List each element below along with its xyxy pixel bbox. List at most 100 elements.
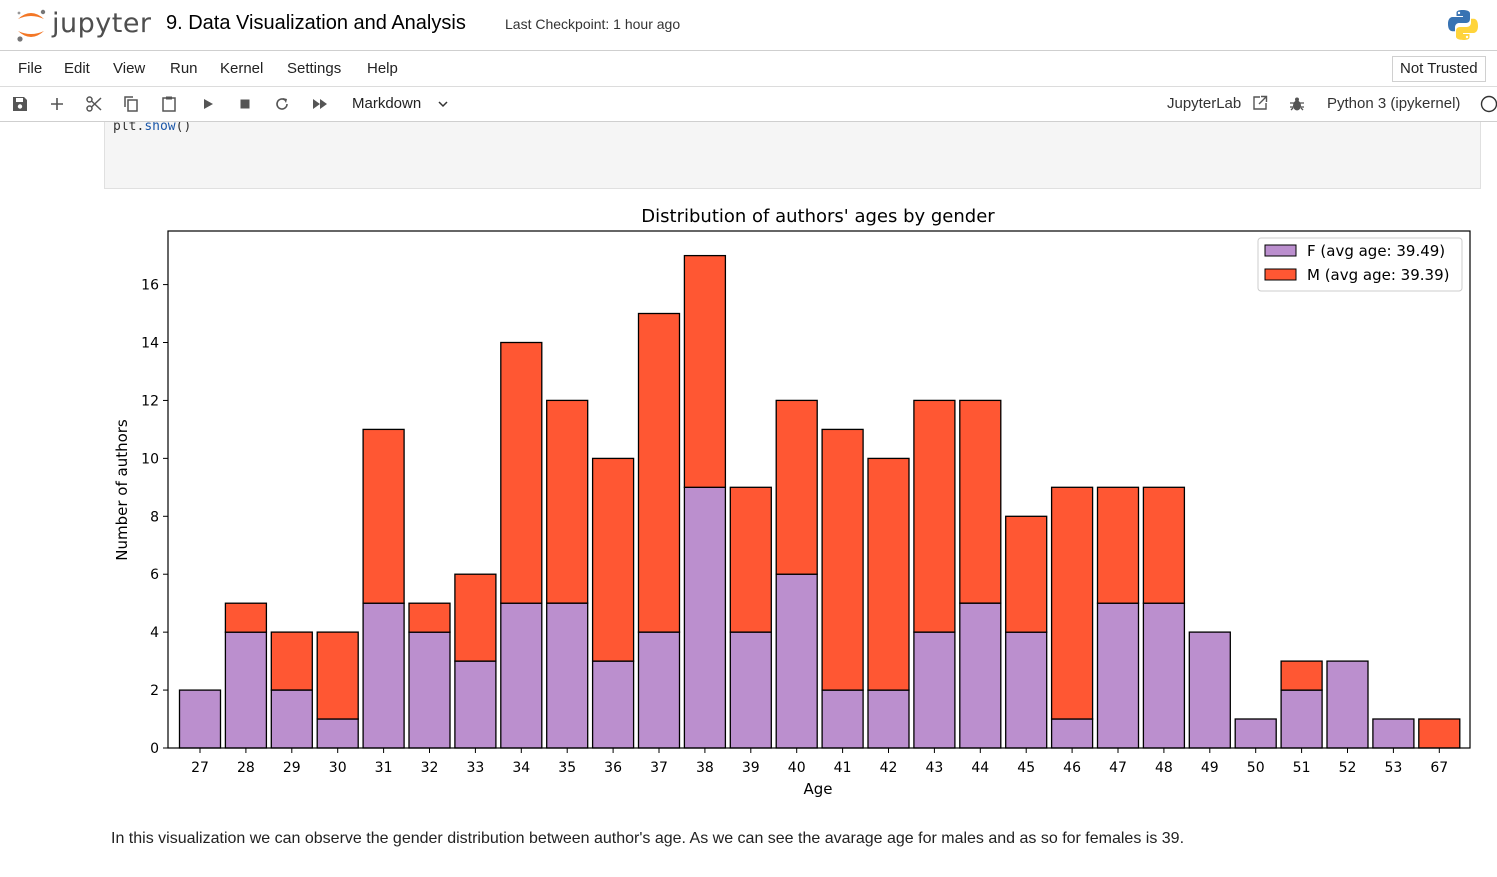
bar-m-age-44 xyxy=(959,399,1002,604)
x-tick-label: 35 xyxy=(558,760,576,776)
bar-m-age-38 xyxy=(683,254,727,488)
bar-m-age-30 xyxy=(316,631,359,720)
x-tick-label: 32 xyxy=(421,760,439,776)
bar-m-age-42 xyxy=(867,457,910,691)
y-tick-label: 14 xyxy=(141,336,159,352)
menu-settings[interactable]: Settings xyxy=(287,60,342,77)
bar-f-age-51 xyxy=(1280,689,1323,749)
y-axis: 0 2 4 6 8 10 12 14 16 xyxy=(141,278,168,757)
jupyter-logo-text: jupyter xyxy=(52,8,152,39)
cut-icon[interactable] xyxy=(85,95,103,113)
add-cell-icon[interactable] xyxy=(48,95,66,113)
legend-swatch-m xyxy=(1264,268,1297,281)
notebook-toolbar: Markdown JupyterLab Python 3 (ipykernel) xyxy=(0,87,1497,122)
x-tick-label: 67 xyxy=(1430,760,1448,776)
cell-type-select[interactable]: Markdown xyxy=(352,95,422,112)
bar-m-age-32 xyxy=(408,602,451,633)
bar-m-age-67 xyxy=(1418,718,1461,749)
jupyterlab-link[interactable]: JupyterLab xyxy=(1167,95,1242,112)
paste-icon[interactable] xyxy=(160,95,178,113)
menu-file[interactable]: File xyxy=(18,60,43,77)
x-tick-label: 31 xyxy=(375,760,393,776)
debugger-bug-icon[interactable] xyxy=(1289,96,1305,112)
x-axis: 27 28 29 30 31 32 33 34 35 36 37 38 39 40 41 42 43 44 45 46… xyxy=(191,748,1448,776)
notebook-title[interactable]: 9. Data Visualization and Analysis xyxy=(166,12,466,34)
bar-m-age-36 xyxy=(591,457,635,662)
bar-m-age-41 xyxy=(821,428,864,691)
external-link-icon[interactable] xyxy=(1252,95,1268,111)
menu-edit[interactable]: Edit xyxy=(64,60,90,77)
plot-frame xyxy=(167,230,1471,749)
menu-view[interactable]: View xyxy=(113,60,146,77)
chevron-down-icon[interactable] xyxy=(437,98,449,110)
x-tick-label: 41 xyxy=(834,760,852,776)
x-tick-label: 48 xyxy=(1155,760,1173,776)
bar-m-age-29 xyxy=(270,631,313,691)
x-tick-label: 39 xyxy=(742,760,760,776)
trust-status-button[interactable]: Not Trusted xyxy=(1392,56,1486,82)
x-tick-label: 27 xyxy=(191,760,209,776)
x-tick-label: 45 xyxy=(1017,760,1035,776)
bar-f-age-41 xyxy=(821,689,864,749)
x-tick-label: 49 xyxy=(1201,760,1219,776)
bar-f-age-29 xyxy=(270,689,313,749)
bar-f-age-52 xyxy=(1326,660,1369,749)
bar-m-age-51 xyxy=(1280,660,1323,691)
save-icon[interactable] xyxy=(11,95,29,113)
bar-f-age-53 xyxy=(1372,718,1415,749)
legend-label-f: F (avg age: 39.49) xyxy=(1307,242,1445,260)
restart-icon[interactable] xyxy=(273,95,291,113)
bar-f-age-48 xyxy=(1142,602,1186,749)
menu-kernel[interactable]: Kernel xyxy=(220,60,264,77)
x-tick-label: 47 xyxy=(1109,760,1127,776)
bar-m-age-39 xyxy=(729,486,772,633)
x-tick-label: 37 xyxy=(650,760,668,776)
bars-layer xyxy=(178,254,1461,749)
last-checkpoint: Last Checkpoint: 1 hour ago xyxy=(505,16,681,32)
x-tick-label: 46 xyxy=(1063,760,1081,776)
jupyter-logo[interactable]: jupyter xyxy=(14,5,154,45)
x-tick-label: 44 xyxy=(971,760,989,776)
fast-forward-icon[interactable] xyxy=(311,95,329,113)
chart-title: Distribution of authors' ages by gender xyxy=(641,206,995,227)
bar-f-age-37 xyxy=(637,631,681,749)
bar-f-age-31 xyxy=(362,602,405,749)
y-tick-label: 0 xyxy=(150,741,159,757)
bar-m-age-28 xyxy=(224,602,268,633)
bar-f-age-40 xyxy=(775,573,818,749)
python-logo-icon xyxy=(1448,10,1478,40)
x-tick-label: 40 xyxy=(788,760,806,776)
y-tick-label: 8 xyxy=(150,509,159,525)
notebook-area: plt.show() Distribution of authors' ages… xyxy=(0,122,1497,877)
y-tick-label: 4 xyxy=(150,625,159,641)
menu-help[interactable]: Help xyxy=(367,60,398,77)
bar-f-age-39 xyxy=(729,631,772,749)
kernel-name[interactable]: Python 3 (ipykernel) xyxy=(1327,95,1461,112)
y-tick-label: 2 xyxy=(150,683,159,699)
bar-f-age-33 xyxy=(454,660,497,749)
bar-f-age-43 xyxy=(913,631,956,749)
bar-m-age-40 xyxy=(775,399,818,575)
notebook-header: jupyter 9. Data Visualization and Analys… xyxy=(0,0,1497,51)
markdown-cell-text[interactable]: In this visualization we can observe the… xyxy=(111,830,1185,847)
bar-m-age-46 xyxy=(1050,486,1094,720)
bar-f-age-35 xyxy=(546,602,589,749)
chart-legend: F (avg age: 39.49) M (avg age: 39.39) xyxy=(1257,237,1463,292)
bar-f-age-44 xyxy=(959,602,1002,749)
menubar: File Edit View Run Kernel Settings Help … xyxy=(0,51,1497,87)
x-tick-label: 51 xyxy=(1293,760,1311,776)
bar-f-age-49 xyxy=(1188,631,1231,749)
x-tick-label: 29 xyxy=(283,760,301,776)
bar-f-age-27 xyxy=(178,689,222,749)
stop-icon[interactable] xyxy=(236,95,254,113)
x-tick-label: 50 xyxy=(1247,760,1265,776)
bar-m-age-47 xyxy=(1096,486,1140,604)
legend-box xyxy=(1257,237,1463,292)
code-cell[interactable]: plt.show() xyxy=(104,122,1481,189)
run-icon[interactable] xyxy=(199,95,217,113)
x-tick-label: 36 xyxy=(604,760,622,776)
x-tick-label: 38 xyxy=(696,760,714,776)
menu-run[interactable]: Run xyxy=(170,60,198,77)
copy-icon[interactable] xyxy=(122,95,140,113)
x-axis-label: Age xyxy=(803,780,832,798)
